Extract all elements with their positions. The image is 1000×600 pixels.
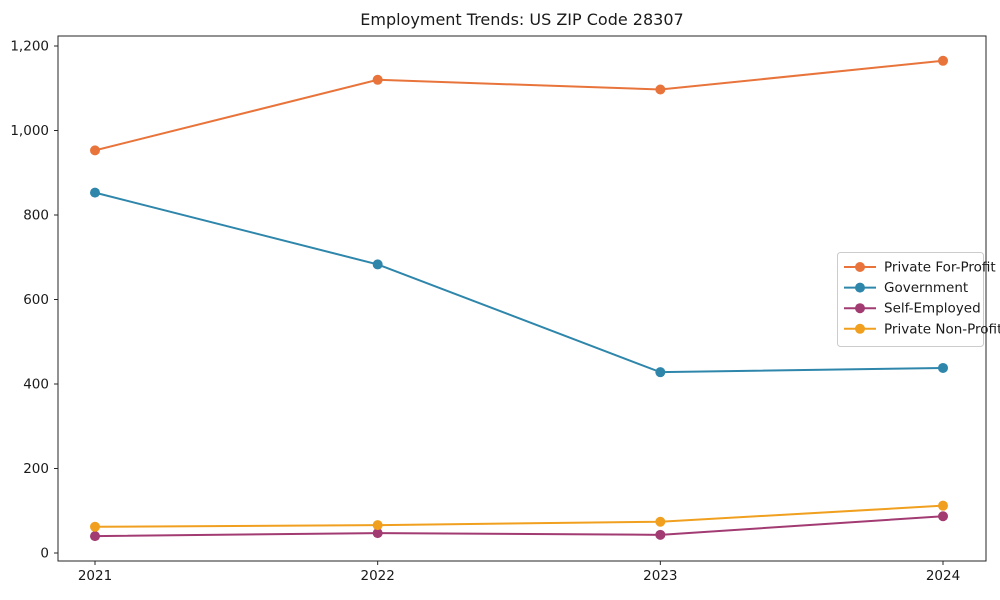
data-point xyxy=(655,84,666,95)
data-point xyxy=(372,520,383,531)
data-point xyxy=(938,500,949,511)
y-tick-label: 800 xyxy=(23,208,49,224)
legend-item: Private For-Profit xyxy=(844,260,996,276)
series-layer xyxy=(90,55,949,542)
legend: Private For-Profit Government Self-Employe… xyxy=(837,252,1000,347)
legend-marker xyxy=(855,303,865,314)
x-axis: 2021 2022 2023 2024 xyxy=(78,561,960,584)
series-line xyxy=(94,191,944,374)
data-point xyxy=(655,516,666,527)
y-tick-label: 1,000 xyxy=(10,123,49,139)
data-point xyxy=(372,528,383,539)
legend-label: Self-Employed xyxy=(884,301,981,317)
y-tick-label: 200 xyxy=(23,461,49,477)
data-point xyxy=(938,362,949,373)
chart-title: Employment Trends: US ZIP Code 28307 xyxy=(360,10,683,29)
legend-label: Government xyxy=(884,280,968,296)
plot-border xyxy=(57,35,987,562)
series-line xyxy=(94,515,944,538)
legend-label: Private Non-Profit xyxy=(884,321,1000,337)
x-tick-label: 2024 xyxy=(926,568,960,584)
data-point xyxy=(90,521,100,532)
data-point xyxy=(655,529,666,540)
legend-item: Private Non-Profit xyxy=(844,321,1000,337)
data-point xyxy=(90,187,100,198)
y-tick-label: 1,200 xyxy=(10,39,49,55)
legend-item: Self-Employed xyxy=(844,301,981,317)
legend-marker xyxy=(855,323,865,334)
series-line xyxy=(94,59,944,152)
legend-marker xyxy=(855,262,865,272)
data-point xyxy=(90,531,100,542)
legend-item: Government xyxy=(844,280,968,296)
legend-marker xyxy=(855,282,865,293)
series-line xyxy=(94,504,944,528)
x-tick-label: 2021 xyxy=(78,568,112,584)
y-axis: 0 200 400 600 800 1,000 1,200 xyxy=(10,39,58,562)
data-point xyxy=(655,367,666,378)
data-point xyxy=(372,259,383,270)
data-point xyxy=(938,511,949,522)
x-tick-label: 2022 xyxy=(360,568,394,584)
legend-label: Private For-Profit xyxy=(884,260,996,276)
y-tick-label: 0 xyxy=(40,546,49,562)
y-tick-label: 400 xyxy=(23,377,49,393)
data-point xyxy=(372,74,383,85)
data-point xyxy=(938,55,949,66)
y-tick-label: 600 xyxy=(23,292,49,308)
data-point xyxy=(90,145,100,156)
legend-box xyxy=(837,252,984,347)
x-tick-label: 2023 xyxy=(643,568,677,584)
